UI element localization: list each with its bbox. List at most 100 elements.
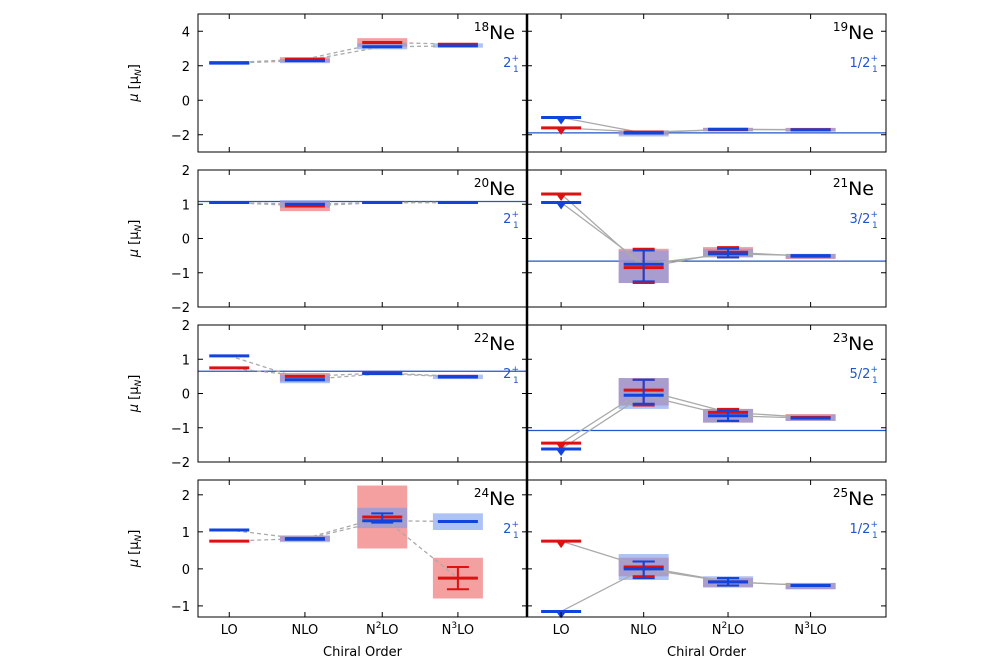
blue-marker [556, 448, 567, 456]
y-axis-label-unit: [μ [127, 76, 142, 89]
x-tick-label: LO [221, 623, 238, 638]
nucleus-mass: 24 [474, 486, 489, 500]
x-tick-label: LO [553, 623, 570, 638]
state-parity: + [870, 520, 878, 530]
y-axis-label-sub: N [134, 535, 144, 542]
red-connector-line [229, 41, 458, 64]
state-index: 1 [872, 531, 878, 541]
nucleus-symbol: Ne [489, 22, 515, 44]
state-parity: + [511, 520, 519, 530]
state-parity: + [511, 210, 519, 220]
blue-connector-line [560, 202, 811, 265]
y-tick-label: 2 [182, 60, 190, 75]
x-tick-suffix: LO [727, 623, 744, 638]
y-axis-label-sub: N [134, 380, 144, 387]
y-tick-label: 0 [182, 94, 190, 109]
nucleus-label: 24Ne [474, 486, 515, 510]
red-marker [556, 193, 567, 201]
y-axis-label: μ [μN] [127, 64, 144, 103]
x-tick-suffix: LO [810, 623, 827, 638]
y-axis-label-mu: μ [127, 400, 142, 413]
state-index: 1 [513, 65, 519, 75]
y-tick-label: 1 [182, 353, 190, 368]
red-connector-line [560, 540, 811, 587]
state-label: 1/2+ 1 [850, 520, 878, 541]
blue-connector-line [560, 568, 811, 613]
x-tick-base: LO [553, 623, 570, 638]
panel-25Ne: 25Ne 1/2+ 1 [526, 479, 887, 619]
nucleus-symbol: Ne [848, 333, 874, 355]
state-j: 1/2 [850, 56, 871, 71]
y-axis-label: μ [μN] [127, 220, 144, 259]
y-tick-label: −1 [171, 422, 190, 437]
y-tick-label: 0 [182, 233, 190, 248]
state-index: 1 [872, 376, 878, 386]
panel-18Ne: 18Ne 2+ 1 [197, 13, 528, 153]
y-axis-label-sub: N [134, 69, 144, 76]
nucleus-symbol: Ne [489, 488, 515, 510]
y-tick-label: 0 [182, 388, 190, 403]
state-label: 2+ 1 [503, 365, 519, 386]
nucleus-label: 19Ne [833, 20, 874, 44]
x-tick-label: NLO [292, 623, 319, 638]
state-j: 2 [503, 212, 511, 227]
nucleus-label: 21Ne [833, 176, 874, 200]
state-parity: + [870, 210, 878, 220]
blue-connector-line [229, 520, 458, 540]
state-index: 1 [872, 221, 878, 231]
y-tick-label: 1 [182, 526, 190, 541]
state-index: 1 [513, 376, 519, 386]
red-marker [556, 127, 567, 135]
state-j: 2 [503, 56, 511, 71]
state-label: 5/2+ 1 [850, 365, 878, 386]
y-axis-label-close: ] [127, 530, 142, 535]
y-tick-label: −2 [171, 301, 190, 316]
y-tick-label: 1 [182, 198, 190, 213]
state-index: 1 [513, 531, 519, 541]
nucleus-symbol: Ne [848, 22, 874, 44]
x-tick-label: N3LO [442, 621, 474, 638]
state-label: 2+ 1 [503, 210, 519, 231]
y-tick-label: 2 [182, 489, 190, 504]
state-j: 3/2 [850, 212, 871, 227]
x-tick-base: N [794, 623, 804, 638]
nucleus-symbol: Ne [489, 178, 515, 200]
y-axis-label: μ [μN] [127, 530, 144, 569]
red-connector-line [229, 367, 458, 378]
blue-connector-line [560, 394, 811, 450]
panel-23Ne: 23Ne 5/2+ 1 [526, 324, 887, 463]
nucleus-label: 20Ne [474, 176, 515, 200]
x-tick-suffix: LO [457, 623, 474, 638]
y-axis-label-mu: μ [127, 89, 142, 102]
panel-frame [197, 169, 528, 308]
state-parity: + [511, 54, 519, 64]
red-connector-line [560, 389, 811, 444]
x-axis-label: Chiral Order [667, 645, 747, 660]
panel-frame [197, 13, 528, 153]
y-axis-label-mu: μ [127, 555, 142, 568]
x-tick-suffix: LO [381, 623, 398, 638]
panel-21Ne: 21Ne 3/2+ 1 [526, 169, 887, 308]
nucleus-label: 23Ne [833, 331, 874, 355]
x-tick-label: N2LO [366, 621, 398, 638]
nucleus-mass: 23 [833, 331, 848, 345]
nucleus-mass: 25 [833, 486, 848, 500]
state-label: 2+ 1 [503, 54, 519, 75]
y-axis-label-mu: μ [127, 245, 142, 258]
x-tick-sup: 3 [804, 621, 810, 631]
y-axis-label-close: ] [127, 375, 142, 380]
panel-24Ne: 24Ne 2+ 1 [197, 479, 528, 618]
nucleus-mass: 22 [474, 331, 489, 345]
state-parity: + [870, 365, 878, 375]
nucleus-mass: 20 [474, 176, 489, 190]
blue-connector-line [229, 45, 458, 64]
state-j: 2 [503, 367, 511, 382]
panel-frame [526, 479, 887, 618]
x-tick-base: LO [221, 623, 238, 638]
nucleus-symbol: Ne [489, 333, 515, 355]
x-tick-base: N [712, 623, 722, 638]
panel-20Ne: 20Ne 2+ 1 [197, 169, 528, 308]
y-axis-label-unit: [μ [127, 542, 142, 555]
red-marker [556, 443, 567, 451]
